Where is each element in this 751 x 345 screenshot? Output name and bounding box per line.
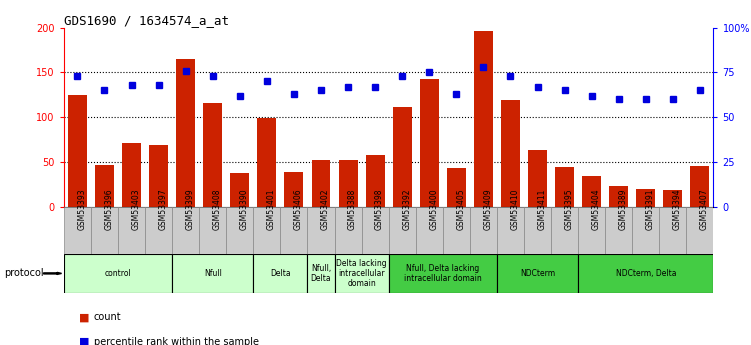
Text: count: count: [94, 313, 122, 322]
Text: GSM53395: GSM53395: [565, 188, 574, 230]
Bar: [91, 207, 118, 254]
Text: percentile rank within the sample: percentile rank within the sample: [94, 337, 259, 345]
Bar: [389, 254, 497, 293]
Text: GSM53396: GSM53396: [104, 188, 113, 230]
Bar: [524, 207, 551, 254]
Bar: [64, 207, 91, 254]
Bar: [497, 207, 524, 254]
Bar: [176, 59, 195, 207]
Bar: [686, 207, 713, 254]
Bar: [389, 207, 416, 254]
Text: GSM53393: GSM53393: [77, 188, 86, 230]
Bar: [199, 207, 226, 254]
Bar: [285, 172, 303, 207]
Bar: [555, 167, 574, 207]
Text: Delta: Delta: [270, 269, 291, 278]
Text: control: control: [104, 269, 131, 278]
Text: GSM53398: GSM53398: [375, 189, 384, 230]
Bar: [122, 143, 141, 207]
Text: GSM53391: GSM53391: [646, 189, 655, 230]
Bar: [226, 207, 253, 254]
Text: GSM53402: GSM53402: [321, 189, 330, 230]
Text: NDCterm, Delta: NDCterm, Delta: [616, 269, 676, 278]
Text: Delta lacking
intracellular
domain: Delta lacking intracellular domain: [336, 258, 387, 288]
Bar: [68, 95, 87, 207]
Bar: [528, 150, 547, 207]
Text: GSM53405: GSM53405: [457, 188, 466, 230]
Bar: [447, 168, 466, 207]
Text: GSM53388: GSM53388: [348, 189, 357, 230]
Bar: [172, 207, 199, 254]
Bar: [312, 160, 330, 207]
Bar: [149, 145, 168, 207]
Bar: [501, 100, 520, 207]
Bar: [609, 186, 628, 207]
Text: GSM53410: GSM53410: [511, 189, 520, 230]
Text: protocol: protocol: [4, 268, 44, 278]
Bar: [361, 207, 389, 254]
Text: GSM53401: GSM53401: [267, 189, 276, 230]
Bar: [551, 207, 578, 254]
Text: ■: ■: [79, 337, 89, 345]
Bar: [582, 176, 601, 207]
Text: GSM53399: GSM53399: [185, 188, 195, 230]
Bar: [690, 166, 710, 207]
Bar: [253, 254, 307, 293]
Text: GSM53409: GSM53409: [484, 188, 493, 230]
Bar: [416, 207, 443, 254]
Bar: [578, 254, 713, 293]
Text: NDCterm: NDCterm: [520, 269, 555, 278]
Bar: [393, 107, 412, 207]
Text: GSM53390: GSM53390: [240, 188, 249, 230]
Bar: [258, 118, 276, 207]
Text: GSM53389: GSM53389: [619, 189, 628, 230]
Bar: [443, 207, 470, 254]
Text: GSM53406: GSM53406: [294, 188, 303, 230]
Bar: [307, 254, 334, 293]
Bar: [172, 254, 253, 293]
Bar: [334, 254, 389, 293]
Bar: [334, 207, 361, 254]
Bar: [659, 207, 686, 254]
Text: Nfull, Delta lacking
intracellular domain: Nfull, Delta lacking intracellular domai…: [404, 264, 481, 283]
Bar: [307, 207, 334, 254]
Bar: [204, 103, 222, 207]
Text: Nfull,
Delta: Nfull, Delta: [311, 264, 331, 283]
Bar: [636, 189, 656, 207]
Text: GSM53411: GSM53411: [538, 189, 547, 230]
Text: GSM53408: GSM53408: [213, 189, 222, 230]
Bar: [280, 207, 307, 254]
Text: GSM53394: GSM53394: [673, 188, 682, 230]
Text: GSM53392: GSM53392: [403, 189, 412, 230]
Bar: [253, 207, 280, 254]
Bar: [118, 207, 145, 254]
Bar: [632, 207, 659, 254]
Text: GDS1690 / 1634574_a_at: GDS1690 / 1634574_a_at: [64, 14, 229, 27]
Text: GSM53404: GSM53404: [592, 188, 601, 230]
Bar: [420, 79, 439, 207]
Bar: [95, 165, 114, 207]
Text: Nfull: Nfull: [204, 269, 222, 278]
Bar: [366, 155, 385, 207]
Bar: [145, 207, 172, 254]
Text: ■: ■: [79, 313, 89, 322]
Bar: [339, 160, 357, 207]
Bar: [64, 254, 172, 293]
Bar: [474, 31, 493, 207]
Bar: [231, 173, 249, 207]
Bar: [605, 207, 632, 254]
Text: GSM53407: GSM53407: [700, 188, 709, 230]
Text: GSM53403: GSM53403: [131, 188, 140, 230]
Text: GSM53397: GSM53397: [158, 188, 167, 230]
Bar: [663, 190, 683, 207]
Text: GSM53400: GSM53400: [430, 188, 439, 230]
Bar: [470, 207, 497, 254]
Bar: [578, 207, 605, 254]
Bar: [497, 254, 578, 293]
